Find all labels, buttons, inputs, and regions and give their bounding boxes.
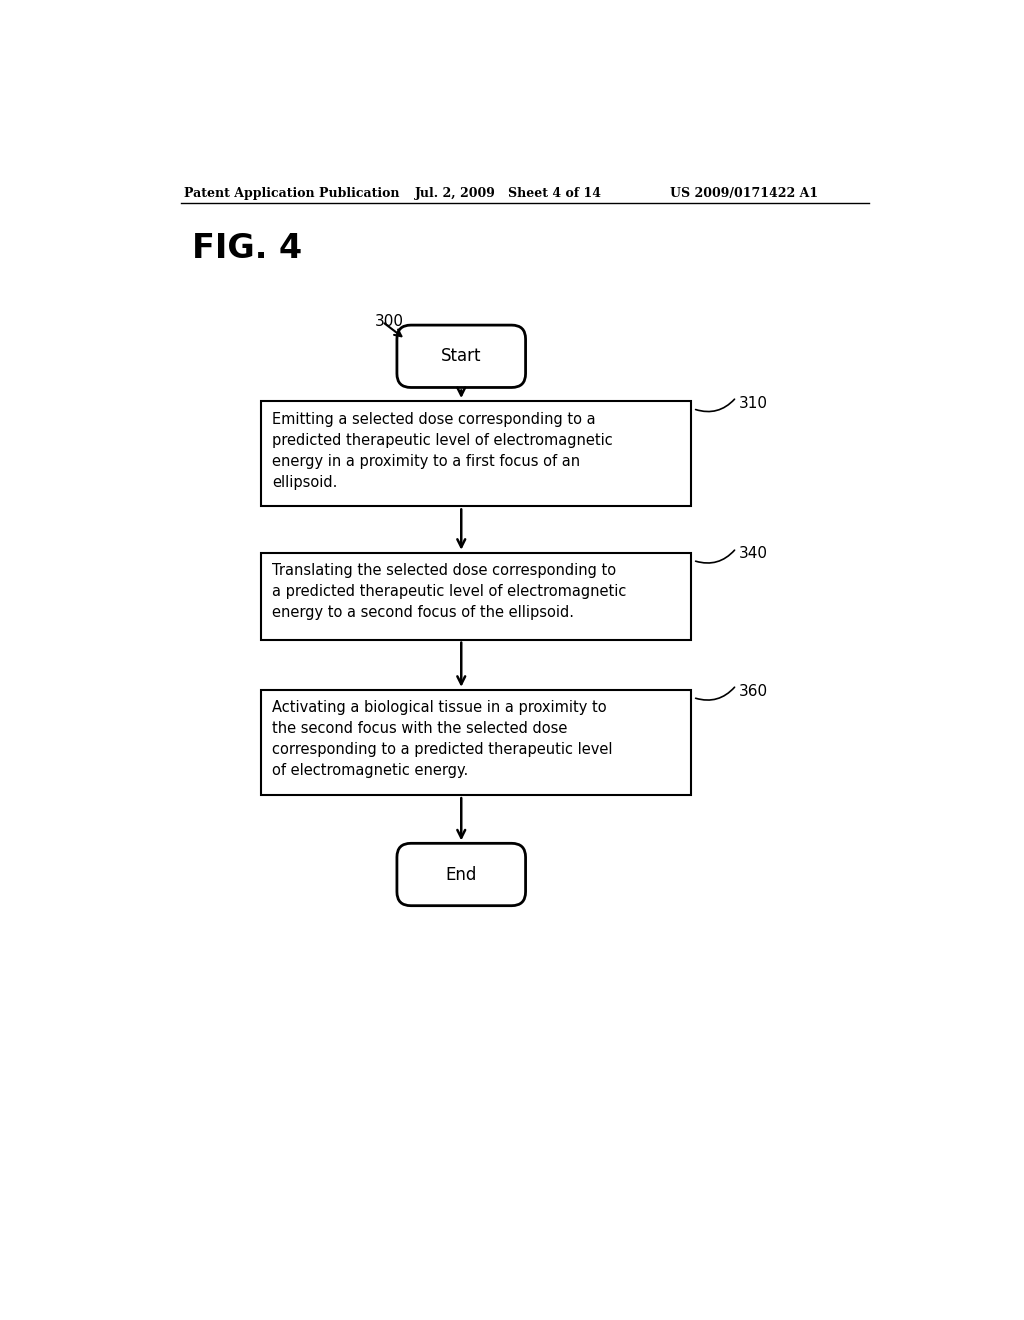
Text: End: End xyxy=(445,866,477,883)
Text: 340: 340 xyxy=(738,546,768,561)
Text: 300: 300 xyxy=(375,314,403,329)
Bar xyxy=(261,553,690,640)
Text: Emitting a selected dose corresponding to a
predicted therapeutic level of elect: Emitting a selected dose corresponding t… xyxy=(272,412,613,490)
Text: Activating a biological tissue in a proximity to
the second focus with the selec: Activating a biological tissue in a prox… xyxy=(272,701,612,779)
Text: US 2009/0171422 A1: US 2009/0171422 A1 xyxy=(671,187,818,199)
Text: Start: Start xyxy=(441,347,481,366)
Text: 360: 360 xyxy=(738,684,768,698)
Bar xyxy=(261,689,690,795)
Text: Patent Application Publication: Patent Application Publication xyxy=(183,187,399,199)
Text: Jul. 2, 2009   Sheet 4 of 14: Jul. 2, 2009 Sheet 4 of 14 xyxy=(415,187,602,199)
Text: 310: 310 xyxy=(738,396,768,411)
Text: Translating the selected dose corresponding to
a predicted therapeutic level of : Translating the selected dose correspond… xyxy=(272,564,627,620)
FancyBboxPatch shape xyxy=(397,843,525,906)
Bar xyxy=(261,401,690,507)
Text: FIG. 4: FIG. 4 xyxy=(191,231,302,264)
FancyBboxPatch shape xyxy=(397,325,525,388)
